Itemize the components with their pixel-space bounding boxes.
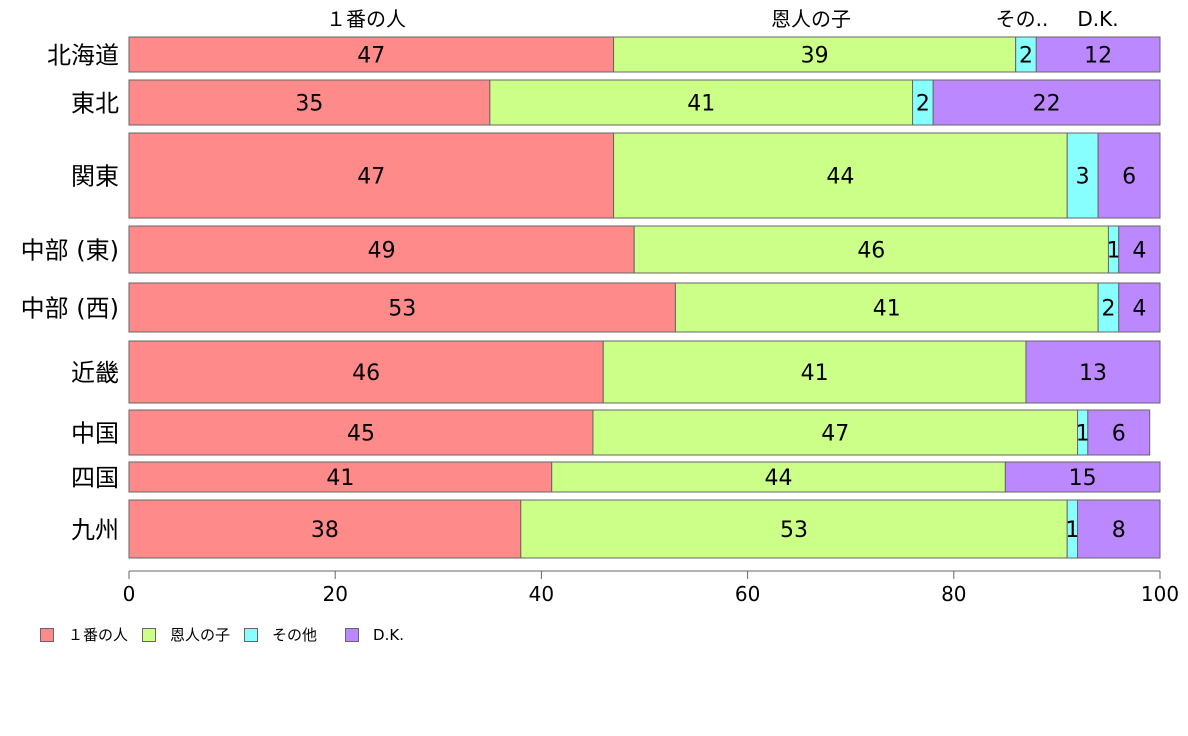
category-label: 近畿: [71, 359, 119, 387]
bar-segment: [1066, 132, 1099, 219]
legend-swatch-4: [345, 627, 360, 642]
data-label: 47: [821, 422, 849, 447]
legend-label-3: その他: [272, 626, 318, 644]
data-label: 4: [1132, 297, 1146, 322]
category-label: 九州: [71, 516, 119, 544]
data-label: 41: [801, 361, 829, 386]
bar-segment: [674, 282, 1099, 333]
bar-segment: [128, 36, 615, 73]
top-series-label-2: 恩人の子: [771, 7, 851, 31]
bar-segment: [613, 132, 1068, 219]
legend-label-2: 恩人の子: [170, 626, 231, 644]
data-label: 41: [326, 466, 354, 491]
data-label: 41: [687, 92, 715, 117]
category-label: 中部 (東): [21, 237, 119, 265]
bar-segment: [1118, 225, 1161, 274]
bar-segment: [1025, 340, 1161, 404]
x-tick-label: 100: [1141, 582, 1179, 606]
bar-segment: [1118, 282, 1161, 333]
bar-segment: [1077, 499, 1161, 559]
data-label: 1: [1076, 422, 1090, 447]
data-label: 3: [1076, 165, 1090, 190]
data-label: 2: [916, 92, 930, 117]
top-series-label-1: １番の人: [326, 7, 406, 31]
legend-swatch-1: [40, 627, 54, 642]
bar-segment: [128, 409, 594, 456]
data-label: 44: [765, 466, 793, 491]
data-label: 1: [1065, 518, 1079, 543]
data-label: 8: [1112, 518, 1126, 543]
legend-item-1: １番の人: [40, 624, 128, 645]
data-label: 2: [1019, 44, 1033, 69]
data-label: 6: [1112, 422, 1126, 447]
data-label: 6: [1122, 165, 1136, 190]
top-series-label-4: D.K.: [1077, 7, 1118, 31]
bar-segment: [551, 461, 1006, 493]
category-label: 四国: [71, 464, 119, 492]
category-label: 北海道: [47, 42, 119, 70]
data-label: 47: [357, 44, 385, 69]
data-label: 2: [1101, 297, 1115, 322]
x-tick-label: 80: [941, 582, 966, 606]
legend: １番の人 恩人の子 その他 D.K.: [40, 624, 418, 645]
data-label: 47: [357, 165, 385, 190]
data-label: 53: [388, 297, 416, 322]
legend-swatch-3: [244, 627, 259, 642]
bar-segment: [489, 79, 914, 126]
data-label: 46: [352, 361, 380, 386]
bar-segment: [592, 409, 1079, 456]
data-label: 35: [295, 92, 323, 117]
legend-label-4: D.K.: [373, 625, 404, 644]
data-label: 4: [1132, 239, 1146, 264]
legend-item-3: その他: [244, 624, 317, 645]
bar-segment: [128, 225, 635, 274]
data-label: 15: [1069, 466, 1097, 491]
bar-segment: [1087, 409, 1151, 456]
category-label: 中部 (西): [21, 295, 119, 323]
category-label: 中国: [71, 420, 119, 448]
bar-segment: [932, 79, 1161, 126]
bar-segment: [128, 282, 676, 333]
bar-segment: [1035, 36, 1161, 73]
bar-segment: [128, 132, 615, 219]
data-label: 53: [780, 518, 808, 543]
legend-item-2: 恩人の子: [142, 624, 230, 645]
category-label: 東北: [71, 90, 119, 118]
data-label: 49: [368, 239, 396, 264]
bar-segment: [128, 340, 604, 404]
legend-label-1: １番の人: [68, 626, 129, 644]
x-tick-label: 20: [322, 582, 347, 606]
data-label: 46: [857, 239, 885, 264]
data-label: 1: [1107, 239, 1121, 264]
bar-segment: [128, 79, 491, 126]
data-label: 12: [1084, 44, 1112, 69]
top-series-label-3: その..: [996, 7, 1049, 31]
data-label: 45: [347, 422, 375, 447]
legend-swatch-2: [142, 627, 157, 642]
data-label: 22: [1033, 92, 1061, 117]
bar-segment: [633, 225, 1109, 274]
category-label: 関東: [71, 163, 119, 191]
data-label: 38: [311, 518, 339, 543]
bar-segment: [128, 461, 553, 493]
bar-segment: [1097, 132, 1161, 219]
data-label: 44: [826, 165, 854, 190]
data-label: 41: [873, 297, 901, 322]
x-tick-label: 0: [123, 582, 136, 606]
data-label: 39: [801, 44, 829, 69]
bar-segment: [520, 499, 1068, 559]
data-label: 13: [1079, 361, 1107, 386]
bar-segment: [1004, 461, 1161, 493]
bar-segment: [128, 499, 522, 559]
legend-item-4: D.K.: [345, 626, 404, 644]
x-tick-label: 60: [735, 582, 760, 606]
x-tick-label: 40: [529, 582, 554, 606]
bar-segment: [602, 340, 1027, 404]
bar-segment: [613, 36, 1017, 73]
